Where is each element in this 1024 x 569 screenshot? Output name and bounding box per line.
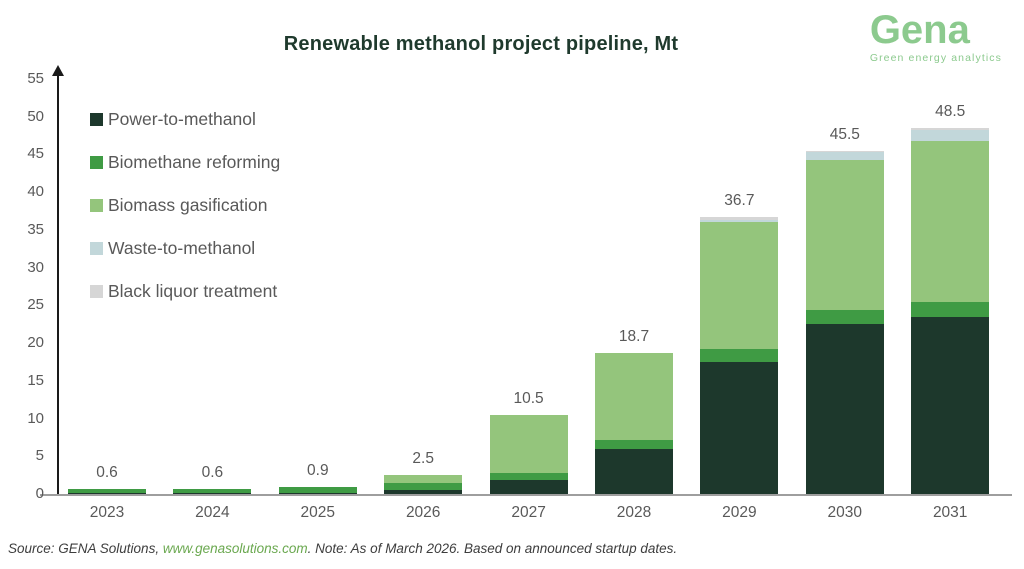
bar-2023-segment-biomethane-reforming	[68, 489, 146, 494]
bar-2026-segment-biomethane-reforming	[384, 482, 463, 491]
y-tick-label-35: 35	[27, 220, 44, 238]
legend-label-power-to-methanol: Power-to-methanol	[108, 108, 256, 129]
bar-2024-segment-biomethane-reforming	[173, 489, 252, 494]
legend-label-black-liquor-treatment: Black liquor treatment	[108, 280, 278, 301]
bar-2026	[384, 475, 463, 494]
chart-title: Renewable methanol project pipeline, Mt	[283, 33, 679, 55]
legend-item-biomass-gasification: Biomass gasification	[90, 194, 280, 216]
bar-value-label-2030: 45.5	[829, 125, 860, 143]
x-tick-label-2027: 2027	[511, 504, 546, 521]
x-tick-label-2026: 2026	[405, 504, 441, 521]
x-tick-label-2023: 2023	[89, 504, 125, 521]
legend-swatch-black-liquor-treatment	[90, 284, 103, 298]
x-axis-line	[40, 494, 1012, 496]
bar-2023	[68, 489, 146, 494]
bar-2030-segment-black-liquor-treatment	[805, 150, 884, 153]
bar-2025	[278, 487, 357, 494]
bar-2028	[595, 352, 673, 494]
bar-2029-segment-biomass-gasification	[700, 221, 779, 350]
legend-item-biomethane-reforming: Biomethane reforming	[90, 151, 280, 173]
bar-2029-segment-black-liquor-treatment	[700, 217, 779, 221]
bar-value-label-2025: 0.9	[307, 462, 329, 480]
bar-value-label-2027: 10.5	[513, 389, 544, 407]
bar-value-label-2028: 18.7	[618, 327, 650, 345]
bar-2027-segment-power-to-methanol	[489, 480, 568, 494]
y-tick-label-40: 40	[27, 183, 44, 201]
bar-2027-segment-biomethane-reforming	[489, 472, 568, 481]
legend-item-black-liquor-treatment: Black liquor treatment	[90, 280, 280, 302]
bar-value-label-2024: 0.6	[201, 464, 224, 482]
legend: Power-to-methanol Biomethane reforming Bio…	[90, 108, 280, 323]
bar-2028-segment-biomethane-reforming	[595, 439, 673, 449]
bar-2030-segment-power-to-methanol	[805, 324, 884, 494]
bar-2030-segment-biomethane-reforming	[805, 309, 884, 325]
bar-2031-segment-biomethane-reforming	[911, 302, 990, 317]
legend-swatch-biomass-gasification	[90, 198, 103, 212]
bar-value-label-2031: 48.5	[935, 103, 966, 121]
y-tick-label-45: 45	[27, 145, 44, 163]
bar-2027	[489, 414, 568, 494]
legend-item-power-to-methanol: Power-to-methanol	[90, 108, 280, 130]
y-tick-label-55: 55	[27, 70, 44, 87]
y-tick-label-15: 15	[27, 371, 44, 389]
x-tick-label-2030: 2030	[827, 504, 863, 521]
legend-item-waste-to-methanol: Waste-to-methanol	[90, 237, 280, 259]
bar-2025-segment-biomethane-reforming	[278, 487, 357, 494]
source-note: Source: GENA Solutions, www.genasolution…	[8, 541, 677, 556]
bar-2031-segment-waste-to-methanol	[911, 129, 990, 141]
bar-2024-segment-power-to-methanol	[173, 493, 252, 494]
bar-2031	[911, 128, 990, 494]
legend-swatch-waste-to-methanol	[90, 241, 103, 255]
bar-2027-segment-biomass-gasification	[489, 414, 568, 473]
bar-2029	[700, 217, 779, 494]
logo-tagline: Green energy analytics	[869, 52, 1002, 64]
legend-label-biomethane-reforming: Biomethane reforming	[108, 151, 281, 172]
legend-swatch-biomethane-reforming	[90, 155, 103, 169]
legend-label-waste-to-methanol: Waste-to-methanol	[108, 237, 256, 258]
bar-2029-segment-waste-to-methanol	[700, 220, 779, 222]
x-tick-label-2031: 2031	[932, 504, 968, 521]
bar-2030-segment-waste-to-methanol	[805, 152, 884, 160]
x-tick-label-2029: 2029	[722, 504, 757, 521]
bar-2025-segment-power-to-methanol	[278, 493, 357, 494]
legend-swatch-power-to-methanol	[90, 112, 103, 126]
y-tick-label-50: 50	[27, 107, 44, 125]
bar-2029-segment-biomethane-reforming	[700, 349, 779, 362]
bar-2031-segment-biomass-gasification	[911, 140, 990, 303]
y-tick-label-30: 30	[27, 258, 44, 276]
bar-value-label-2026: 2.5	[412, 450, 434, 468]
source-prefix: Source: GENA Solutions,	[8, 541, 163, 556]
y-axis-arrow-icon	[52, 65, 64, 76]
bar-2028-segment-biomass-gasification	[595, 352, 673, 440]
bar-2026-segment-power-to-methanol	[384, 490, 463, 494]
bar-2024	[173, 489, 252, 494]
source-link[interactable]: www.genasolutions.com	[162, 541, 308, 556]
y-tick-label-10: 10	[27, 409, 44, 427]
bar-2023-segment-power-to-methanol	[68, 493, 146, 494]
bar-2031-segment-power-to-methanol	[911, 316, 990, 494]
y-tick-label-20: 20	[27, 334, 44, 352]
y-tick-label-0: 0	[35, 485, 44, 502]
bar-value-label-2029: 36.7	[724, 192, 755, 210]
y-axis-line	[57, 76, 59, 494]
bar-2031-segment-black-liquor-treatment	[911, 128, 990, 130]
gena-logo: Gena Green energy analytics	[870, 10, 1002, 64]
legend-label-biomass-gasification: Biomass gasification	[108, 194, 268, 215]
y-tick-label-25: 25	[27, 296, 44, 314]
bar-2026-segment-biomass-gasification	[384, 475, 463, 483]
bar-value-label-2023: 0.6	[96, 464, 118, 482]
x-tick-label-2024: 2024	[195, 504, 230, 521]
bar-2028-segment-power-to-methanol	[595, 448, 673, 494]
bar-2030-segment-biomass-gasification	[805, 159, 884, 310]
y-tick-label-5: 5	[35, 447, 44, 465]
bar-2029-segment-power-to-methanol	[700, 361, 779, 494]
logo-wordmark: Gena	[869, 8, 970, 52]
source-suffix: . Note: As of March 2026. Based on annou…	[307, 541, 678, 556]
x-tick-label-2025: 2025	[300, 504, 336, 521]
x-tick-label-2028: 2028	[616, 504, 652, 521]
bar-2030	[805, 150, 884, 494]
